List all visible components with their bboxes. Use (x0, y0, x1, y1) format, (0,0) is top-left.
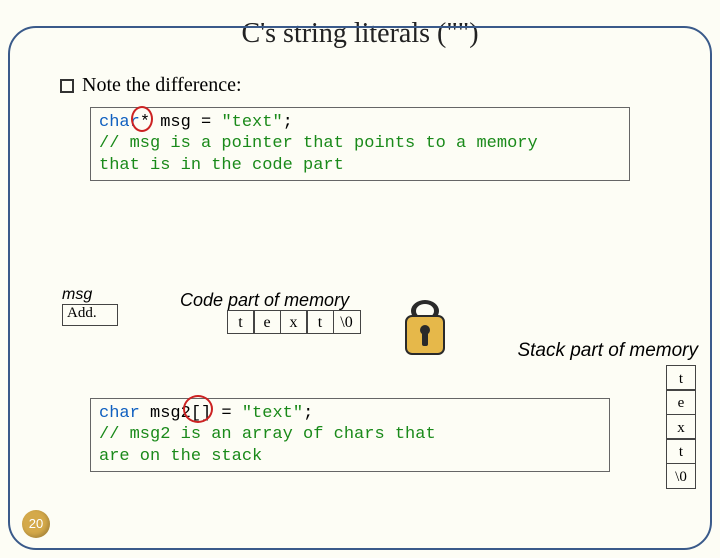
stack-memory-cells: t e x t \0 (666, 366, 696, 489)
code-box-1: char* msg = "text"; // msg is a pointer … (90, 107, 630, 181)
stack-cell: \0 (666, 463, 696, 489)
msg-label: msg (62, 286, 122, 304)
string-literal: "text" (242, 404, 303, 423)
code-part-label: Code part of memory (180, 290, 349, 311)
code2-line3: are on the stack (99, 446, 601, 467)
code2-line1: char msg2[] = "text"; (99, 403, 601, 424)
code-box-2: char msg2[] = "text"; // msg2 is an arra… (90, 398, 610, 472)
mem-cell: t (306, 310, 334, 334)
string-literal: "text" (221, 113, 282, 132)
page-number-badge: 20 (22, 510, 50, 538)
stack-cell: t (666, 365, 696, 391)
mem-cell: e (253, 310, 281, 334)
stack-cell: x (666, 414, 696, 440)
code1-line1: char* msg = "text"; (99, 112, 621, 133)
lock-icon (400, 300, 450, 363)
code-memory-cells: t e x t \0 (228, 310, 361, 334)
code2-line2: // msg2 is an array of chars that (99, 424, 601, 445)
keyword-char: char (99, 404, 140, 423)
mem-cell: x (280, 310, 308, 334)
mem-cell: \0 (333, 310, 361, 334)
keyword-char: char (99, 113, 140, 132)
code1-line2: // msg is a pointer that points to a mem… (99, 133, 621, 154)
stack-cell: e (666, 389, 696, 415)
stack-part-label: Stack part of memory (517, 340, 698, 362)
mem-cell: t (227, 310, 255, 334)
code1-line3: that is in the code part (99, 155, 621, 176)
stack-cell: t (666, 438, 696, 464)
address-cell: Add. (62, 304, 118, 326)
msg-address-box: msg Add. (62, 286, 122, 326)
